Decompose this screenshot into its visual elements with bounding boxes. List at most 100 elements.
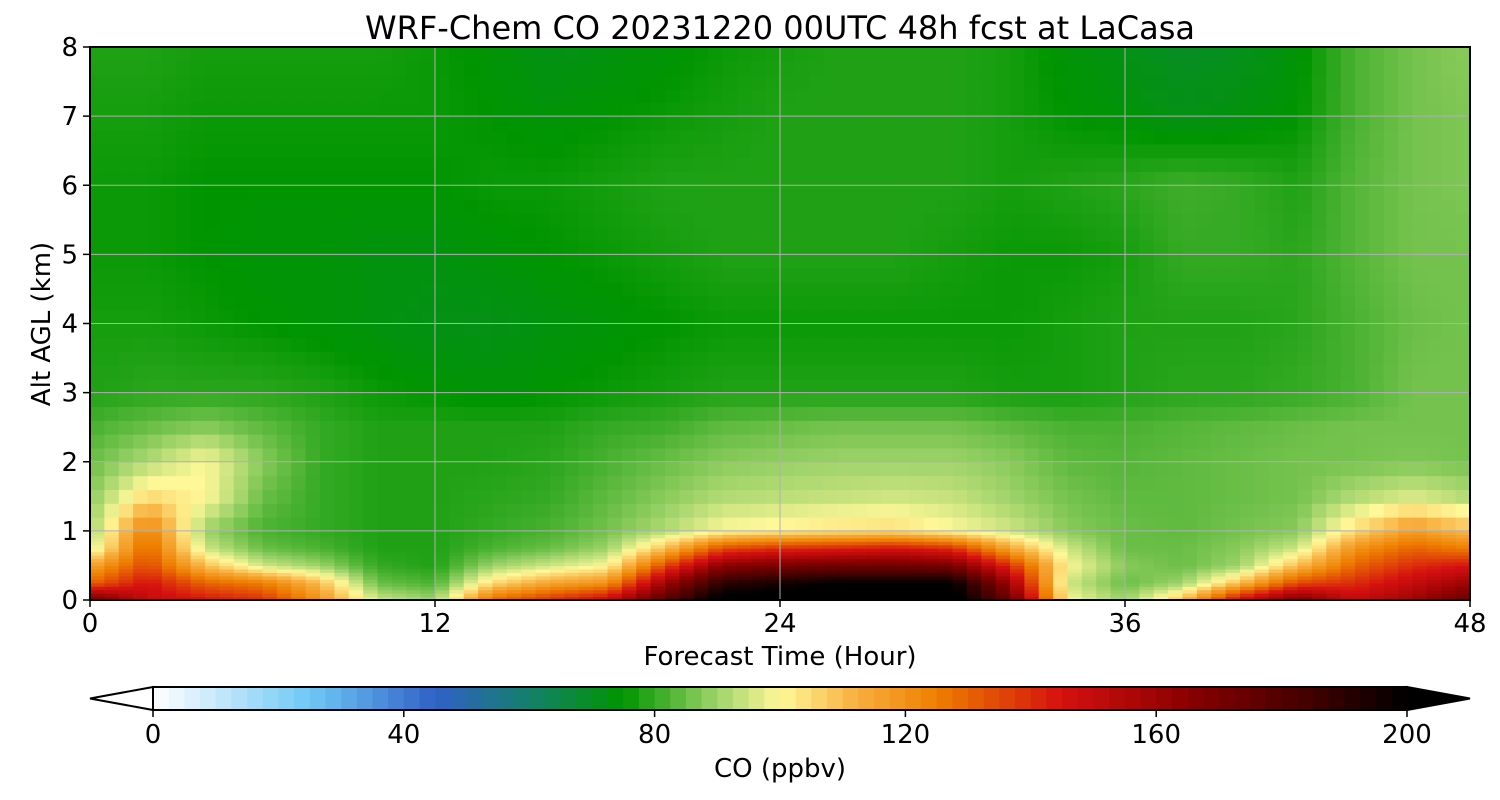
heatmap-cell xyxy=(679,268,695,283)
heatmap-cell xyxy=(780,254,795,269)
heatmap-cell xyxy=(205,47,220,62)
heatmap-cell xyxy=(1211,558,1227,563)
heatmap-cell xyxy=(478,517,494,532)
heatmap-cell xyxy=(981,548,997,553)
heatmap-cell xyxy=(161,171,177,186)
heatmap-cell xyxy=(679,447,695,463)
heatmap-cell xyxy=(248,171,264,186)
heatmap-cell xyxy=(1383,551,1399,556)
heatmap-cell xyxy=(995,337,1011,352)
heatmap-cell xyxy=(133,143,149,159)
heatmap-cell xyxy=(334,541,350,546)
heatmap-cell xyxy=(1182,517,1198,532)
heatmap-cell xyxy=(104,561,120,567)
heatmap-cell xyxy=(1268,461,1284,477)
heatmap-cell xyxy=(435,60,450,76)
heatmap-cell xyxy=(1182,212,1198,228)
heatmap-cell xyxy=(1182,558,1198,563)
heatmap-cell xyxy=(1110,582,1126,587)
heatmap-cell xyxy=(966,378,982,394)
heatmap-cell xyxy=(233,254,249,269)
heatmap-cell xyxy=(593,129,609,145)
heatmap-cell xyxy=(521,392,537,408)
heatmap-cell xyxy=(363,589,379,594)
heatmap-cell xyxy=(463,171,479,186)
heatmap-cell xyxy=(348,88,364,103)
heatmap-cell xyxy=(780,212,795,228)
heatmap-cell xyxy=(995,503,1011,518)
heatmap-cell xyxy=(133,309,149,325)
heatmap-cell xyxy=(794,268,810,283)
heatmap-cell xyxy=(233,157,249,173)
heatmap-cell xyxy=(449,596,465,601)
heatmap-cell xyxy=(291,74,307,90)
heatmap-cell xyxy=(1053,447,1069,463)
heatmap-cell xyxy=(391,589,407,594)
heatmap-cell xyxy=(1268,240,1284,255)
heatmap-cell xyxy=(636,565,652,570)
heatmap-cell xyxy=(851,392,867,408)
heatmap-cell xyxy=(708,420,724,435)
heatmap-cell xyxy=(837,406,853,421)
heatmap-cell xyxy=(305,74,321,90)
heatmap-cell xyxy=(1024,561,1040,567)
heatmap-cell xyxy=(1311,596,1327,601)
heatmap-cell xyxy=(348,282,364,297)
heatmap-cell xyxy=(780,568,795,573)
heatmap-cell xyxy=(1340,541,1356,546)
heatmap-cell xyxy=(334,240,350,255)
heatmap-cell xyxy=(938,544,954,549)
heatmap-cell xyxy=(1340,60,1356,76)
heatmap-cell xyxy=(1067,575,1083,580)
heatmap-cell xyxy=(1283,589,1299,594)
heatmap-cell xyxy=(981,323,997,338)
heatmap-cell xyxy=(1240,503,1255,518)
heatmap-cell xyxy=(981,392,997,408)
heatmap-cell xyxy=(1139,503,1155,518)
heatmap-cell xyxy=(1383,558,1399,563)
heatmap-cell xyxy=(420,534,436,539)
heatmap-cell xyxy=(722,541,738,546)
heatmap-cell xyxy=(1240,157,1255,173)
heatmap-cell xyxy=(334,254,350,269)
heatmap-cell xyxy=(506,309,522,325)
heatmap-cell xyxy=(478,534,494,539)
heatmap-cell xyxy=(535,47,551,62)
heatmap-cell xyxy=(420,582,436,587)
heatmap-cell xyxy=(205,582,220,587)
heatmap-cell xyxy=(176,544,192,549)
heatmap-cell xyxy=(981,74,997,90)
heatmap-cell xyxy=(837,517,853,532)
heatmap-cell xyxy=(909,596,925,601)
heatmap-cell xyxy=(233,309,249,325)
heatmap-cell xyxy=(808,555,824,560)
heatmap-cell xyxy=(981,544,997,549)
heatmap-cell xyxy=(1211,420,1227,435)
heatmap-cell xyxy=(607,185,623,200)
heatmap-cell xyxy=(104,323,120,338)
heatmap-cell xyxy=(1038,212,1054,228)
heatmap-cell xyxy=(219,74,235,90)
heatmap-cell xyxy=(406,185,422,200)
heatmap-cell xyxy=(895,157,910,173)
heatmap-cell xyxy=(176,537,192,542)
heatmap-cell xyxy=(161,561,177,567)
heatmap-cell xyxy=(794,530,810,535)
heatmap-cell xyxy=(938,517,954,532)
heatmap-cell xyxy=(923,586,939,591)
heatmap-cell xyxy=(650,551,666,556)
heatmap-cell xyxy=(550,282,565,297)
heatmap-cell xyxy=(1369,295,1385,311)
heatmap-cell xyxy=(722,60,738,76)
heatmap-cell xyxy=(1268,503,1284,518)
heatmap-cell xyxy=(1340,582,1356,587)
heatmap-cell xyxy=(90,74,105,90)
heatmap-cell xyxy=(895,268,910,283)
heatmap-cell xyxy=(1254,558,1270,563)
heatmap-cell xyxy=(808,461,824,477)
heatmap-cell xyxy=(377,364,393,380)
heatmap-cell xyxy=(90,60,105,76)
heatmap-cell xyxy=(736,171,752,186)
heatmap-cell xyxy=(478,530,494,535)
heatmap-cell xyxy=(291,589,307,594)
